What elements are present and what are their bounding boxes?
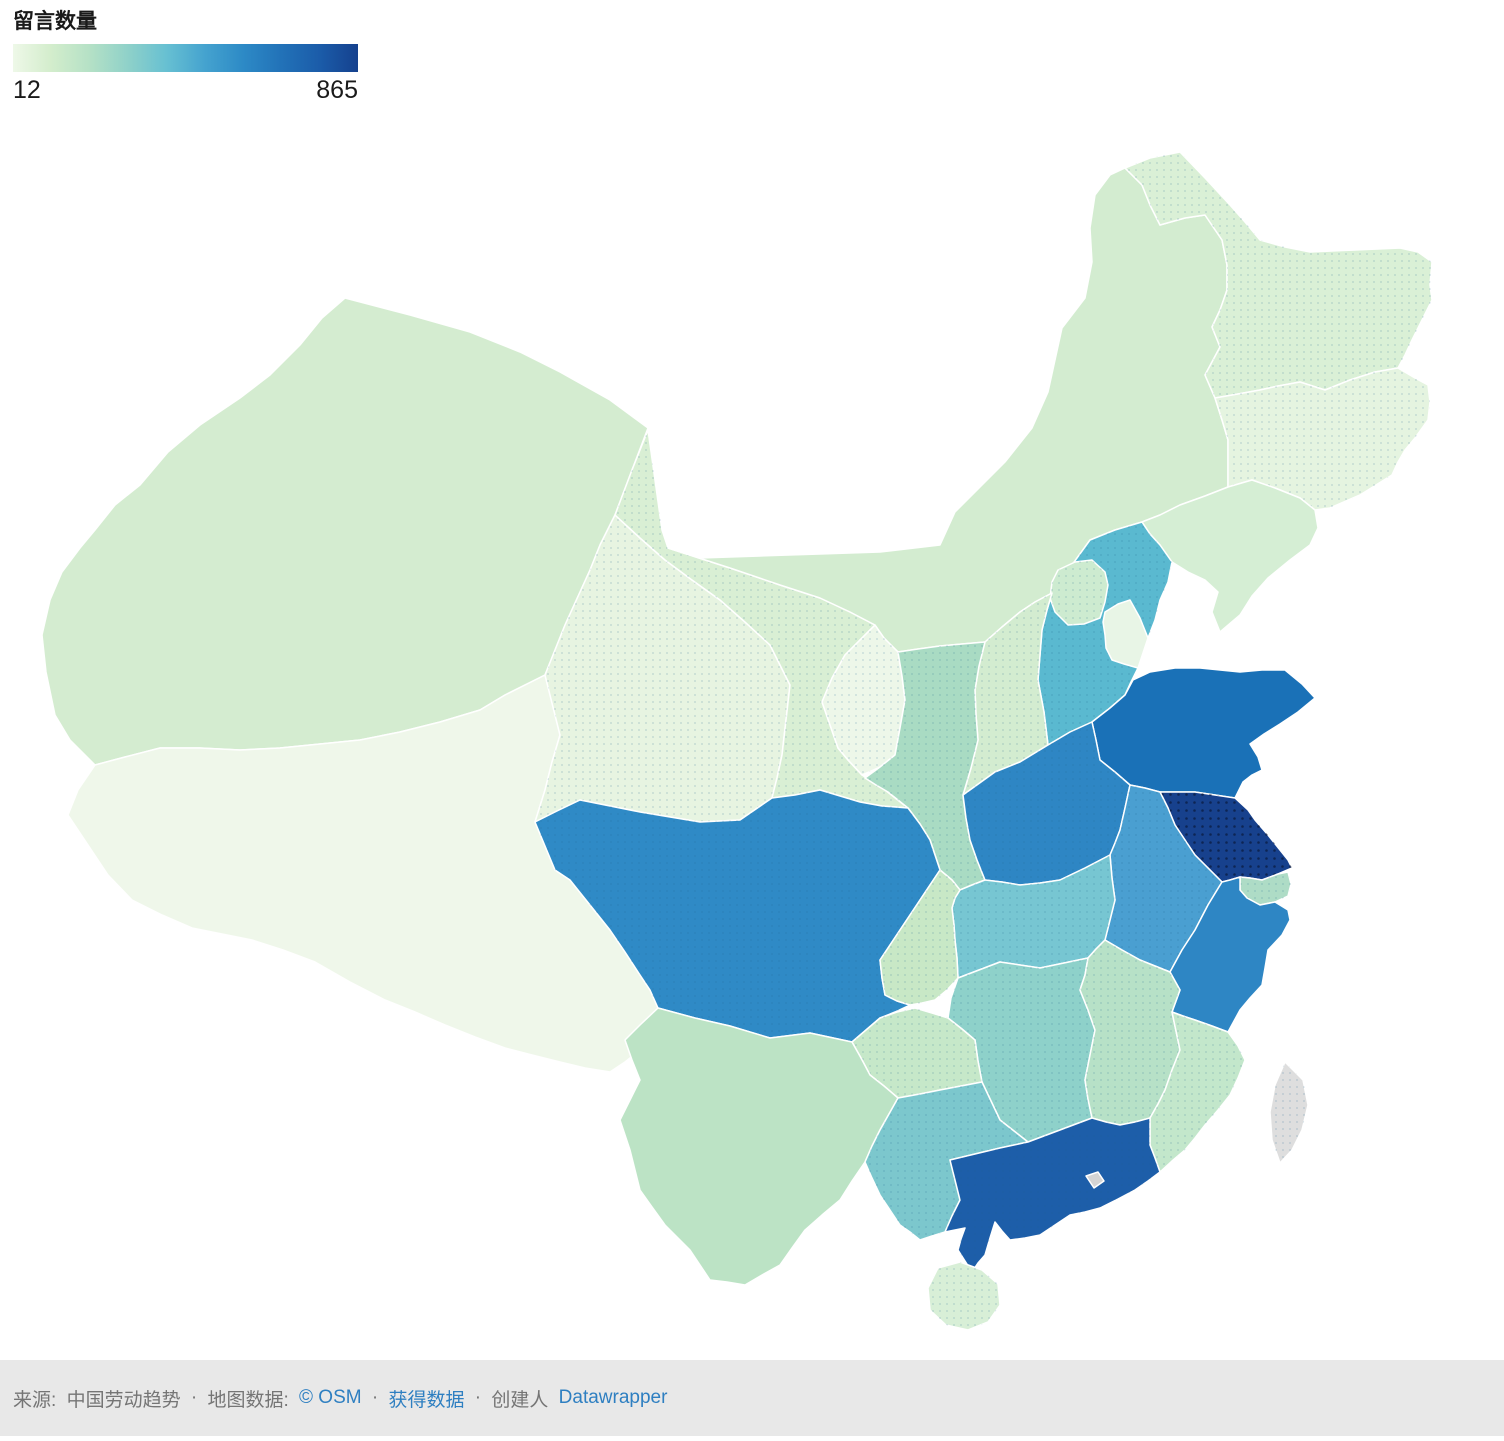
map-legend: 留言数量 12 865 xyxy=(13,8,358,105)
separator: · xyxy=(185,1387,203,1408)
map-data-prefix: 地图数据: xyxy=(207,1389,295,1411)
province-hainan[interactable] xyxy=(927,1261,1001,1331)
osm-link[interactable]: © OSM xyxy=(299,1387,362,1408)
separator: · xyxy=(469,1387,487,1408)
creator-prefix: 创建人 xyxy=(491,1389,554,1411)
get-data-link[interactable]: 获得数据 xyxy=(388,1389,465,1411)
attribution-footer: 来源: 中国劳动趋势 · 地图数据: © OSM · 获得数据 · 创建人 Da… xyxy=(0,1360,1504,1436)
datawrapper-link[interactable]: Datawrapper xyxy=(558,1387,668,1408)
legend-labels: 12 865 xyxy=(13,76,358,105)
source-prefix: 来源: xyxy=(13,1389,62,1411)
province-yunnan[interactable] xyxy=(619,1007,899,1286)
province-hongkong[interactable] xyxy=(1085,1171,1105,1189)
province-liaoning[interactable] xyxy=(1141,479,1319,633)
separator: · xyxy=(366,1387,384,1408)
province-beijing[interactable] xyxy=(1049,559,1109,626)
source-name: 中国劳动趋势 xyxy=(66,1389,181,1411)
legend-title: 留言数量 xyxy=(13,10,97,33)
legend-gradient-bar xyxy=(13,44,358,73)
province-taiwan[interactable] xyxy=(1269,1061,1309,1164)
province-tianjin[interactable] xyxy=(1102,599,1149,669)
provinces-layer xyxy=(41,151,1433,1331)
legend-max-label: 865 xyxy=(316,76,358,105)
legend-min-label: 12 xyxy=(13,76,41,105)
